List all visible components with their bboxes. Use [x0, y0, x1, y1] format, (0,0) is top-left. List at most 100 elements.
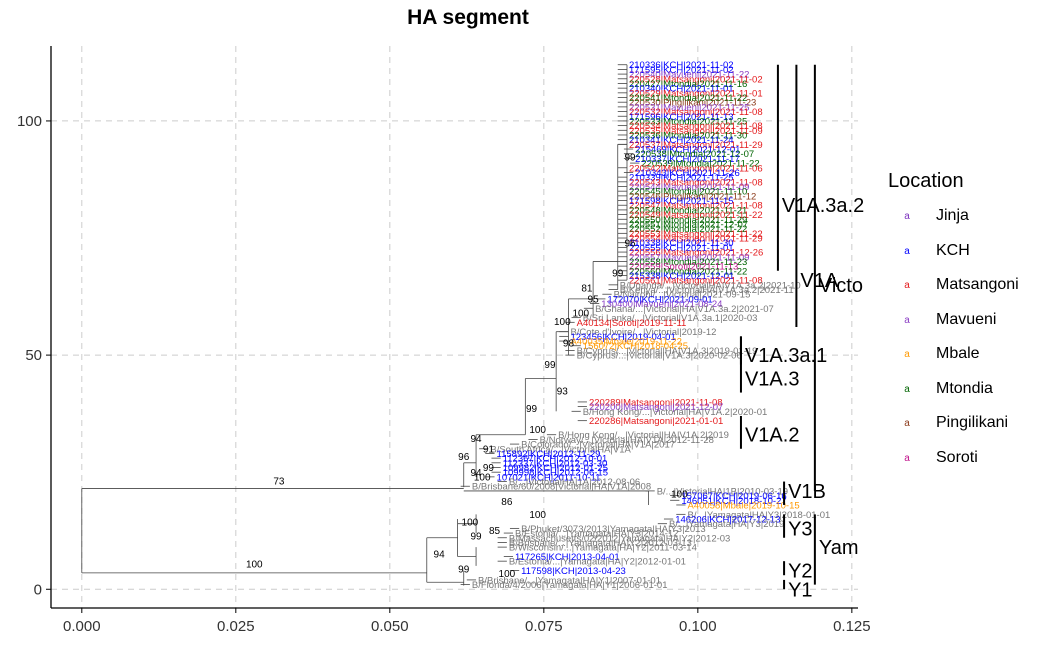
legend-key: a [904, 280, 910, 291]
tip-label: 220529|Matsangoni|2021-11-01 [629, 88, 763, 99]
support-value: 94 [470, 468, 482, 479]
legend-key: a [904, 452, 910, 464]
tip-label: 220532|Matsangoni|2021-11-08 [629, 107, 763, 118]
tip-label: B/Uganda/...|VictorialHA|V1A.3a.2|2021-1… [620, 280, 801, 291]
tip-label: 210341|KCH|2021-11-24 [629, 135, 734, 146]
tip-label: B/Ghana/...|Victorial|HA|V1A.3a.2|2021-0… [595, 304, 774, 315]
tip-label: 210337|KCH|2021-11-17 [635, 154, 740, 165]
tip-label: 220551|Mtondia|2021-12-07 [629, 219, 748, 230]
clade-label: Yam [819, 537, 859, 559]
tip-label: B/Massachusetts/02/2012|Yamagata|HA|Y2|2… [509, 533, 730, 544]
legend-item: a Matsangoni [888, 276, 1048, 311]
tip-label: 215469|KCH|2021-12-01 [635, 145, 740, 156]
tip-label: 130400|Mavueni|2021-08-24 [601, 299, 722, 310]
tip-label: 220530|Pingilikani|2021-11-23 [629, 98, 756, 109]
tip-label: 210343|KCH|2021-11-26 [635, 168, 740, 179]
tip-label: 220538|Mtondia|2021-12-07 [635, 149, 754, 160]
tip-label: A40058|Mbale|2019-10-15 [688, 500, 800, 511]
tip-label: 220559|Soroti|2021-11-13 [629, 262, 738, 273]
clade-label: V1A [800, 270, 838, 292]
tip-label: B/Wisconsin/...|Yamagata|HA|Y2|2011-03-1… [509, 543, 697, 554]
legend: Location a Jinja a KCH a Matsangoni a Mavueni a M… [888, 170, 1048, 483]
tip-label: B/Estonia/...|Yamagata|HA|Y2|2012-01-01 [509, 557, 686, 568]
tip-label: 220535|Matsangoni|2021-11-09 [629, 126, 763, 137]
tip-label: 220543|Matsangoni|2021-11-08 [629, 177, 763, 188]
tip-label: B/...|VictorialHA|1A|2012-08-06 [509, 477, 640, 488]
clade-label: Y1 [788, 579, 812, 601]
tip-label: 220533|Mtondia|2021-11-25 [629, 116, 747, 127]
tip-label: 123456|KCH|2019-04-01 [570, 332, 675, 343]
tip-label: B/Colorado/...|Victorial|HA|V1A|2017 [521, 440, 675, 451]
tip-label: 220552|Mtondia|2021-11-22 [629, 224, 747, 235]
support-value: 100 [499, 569, 516, 580]
tip-label: 146051|KCH|2018-10-27 [681, 496, 786, 507]
legend-item: a Pingilikani [888, 414, 1048, 449]
support-value: 100 [554, 317, 571, 328]
tip-label: 210338|KCH|2021-11-30 [629, 238, 734, 249]
y-tick-label: 50 [25, 347, 42, 364]
support-value: 96 [458, 452, 470, 463]
legend-item: a Mavueni [888, 311, 1048, 346]
support-value: 99 [526, 404, 538, 415]
tip-label: B/Cyprus/...|Victorial|HA|V1A.3|2019-01-… [577, 346, 758, 357]
tip-label: B/Estonia/...|Yamagata|HA|Y3|2014-12 [515, 529, 678, 540]
legend-item: a Jinja [888, 207, 1048, 242]
tip-label: 220541|Mtondia|2021-11-22 [629, 93, 747, 104]
legend-title: Location [888, 170, 964, 192]
tip-label: 220427|Mtondia|2021-11-16 [629, 79, 747, 90]
legend-label: Mavueni [936, 310, 997, 328]
tip-label: 156072|KCH|2018-04-25 [583, 341, 688, 352]
legend-item: a Mtondia [888, 380, 1048, 415]
tip-label: 112337|KCH|2012-03-30 [503, 458, 608, 469]
tip-label: B/Norway/...|Victorial|HA|V1A|2012-11-28 [540, 435, 714, 446]
clade-label: Victo [819, 275, 863, 297]
x-tick-label: 0.100 [679, 618, 717, 635]
clade-label: V1A.3 [745, 369, 799, 391]
support-value: 100 [529, 510, 546, 521]
x-tick-label: 0.125 [833, 618, 870, 635]
legend-key: a [904, 418, 910, 429]
tip-label: 220537|Matsangoni|2021-11-29 [629, 140, 763, 151]
tip-label: 215338|KCH|2021-12-01 [629, 271, 734, 282]
tip-label: 220554|Matsangoni|2021-11-29 [629, 234, 763, 245]
tip-label: 220286|Matsangoni|2021-01-01 [589, 416, 723, 427]
tip-label: A40134|Soroti|2019-11-11 [577, 318, 687, 329]
tip-label: 220548|Mtondia|2021-11-21 [629, 205, 747, 216]
tip-label: 220558|Mtondia|2021-11-23 [629, 257, 747, 268]
tip-label: 109998|KCH|2012-06-15 [503, 468, 608, 479]
tip-label: 171595|KCH|2021-11-02 [629, 65, 734, 76]
legend-item: a Soroti [888, 449, 1048, 484]
tip-label: 117598|KCH|2013-04-23 [521, 566, 626, 577]
tip-label: 220540|Mavueni|2021-11-22 [629, 70, 749, 81]
tip-label: 220545|Mtondia|2021-11-10 [629, 187, 747, 198]
support-value: 100 [529, 425, 546, 436]
tip-label: B/Nairobi/...|Victorial|2021-09-15 [614, 290, 751, 301]
legend-key: a [904, 314, 910, 326]
support-value: 95 [588, 295, 600, 306]
support-value: 73 [273, 476, 285, 487]
tip-label: 109982|KCH|2012-01-25 [503, 463, 608, 474]
support-layer: 7310094991009985100100949691999410099100… [246, 152, 688, 580]
legend-label: KCH [936, 241, 970, 259]
legend-items: a Jinja a KCH a Matsangoni a Mavueni a Mbale a Mton… [888, 207, 1048, 483]
tip-label: B/Cote d'Ivoire/...|Victorial|2019-12 [570, 327, 716, 338]
support-value: 96 [625, 238, 637, 249]
tip-layer: 210336|KCH|2021-11-02171595|KCH|2021-11-… [472, 60, 830, 591]
tip-label: B/Kenya/...|VictorialHA|V1A.3a.2|2021-11 [620, 285, 794, 296]
tip-label: A40035|Mbale|2019-11-22 [570, 337, 681, 348]
clade-label: V1A.3a.2 [782, 195, 864, 217]
tip-label: B/...|Yamagata|HA|Y3|2018-01-01 [688, 510, 831, 521]
tip-label: 220561|Matsangoni|2021-11-08 [629, 276, 763, 287]
support-value: 100 [246, 560, 263, 571]
clade-label: V1A.2 [745, 425, 799, 447]
support-value: 100 [474, 473, 491, 484]
tip-label: 115892|KCH|2012-11-29 [497, 449, 601, 460]
support-value: 99 [625, 152, 637, 163]
legend-key: a [904, 211, 910, 222]
tip-label: 210340|KCH|2021-11-01 [629, 84, 734, 95]
tip-label: B/Hong Kong/...|Victorial|HA|V1A.2|2020-… [583, 407, 768, 418]
tip-label: 172070|KCH|2021-09-01 [607, 294, 712, 305]
legend-label: Soroti [936, 448, 978, 466]
tip-label: 117265|KCH|2013-04-01 [515, 552, 620, 563]
y-tick-label: 100 [17, 113, 42, 130]
